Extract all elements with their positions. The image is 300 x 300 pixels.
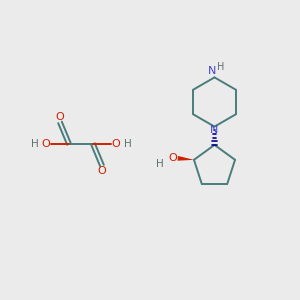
Text: N: N <box>208 66 216 76</box>
Text: H: H <box>156 159 164 169</box>
Polygon shape <box>178 156 194 161</box>
Text: O: O <box>41 139 50 149</box>
Text: O: O <box>56 112 64 122</box>
Text: N: N <box>210 125 219 135</box>
Text: O: O <box>169 153 177 163</box>
Text: H: H <box>31 139 38 149</box>
Text: O: O <box>98 166 106 176</box>
Text: O: O <box>112 139 121 149</box>
Text: H: H <box>218 62 225 73</box>
Text: H: H <box>124 139 131 149</box>
